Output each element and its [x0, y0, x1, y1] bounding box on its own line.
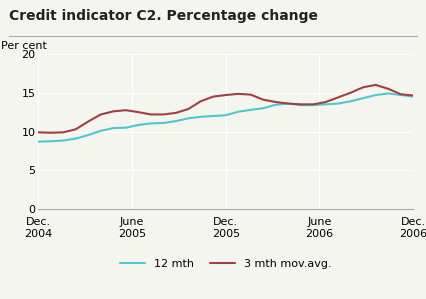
- 3 mth mov.avg.: [161, 113, 166, 116]
- 3 mth mov.avg.: [311, 103, 316, 106]
- 3 mth mov.avg.: [48, 131, 53, 135]
- Line: 12 mth: 12 mth: [38, 94, 413, 142]
- 3 mth mov.avg.: [148, 113, 153, 116]
- 3 mth mov.avg.: [186, 107, 191, 111]
- 12 mth: [236, 110, 241, 114]
- 3 mth mov.avg.: [248, 93, 253, 97]
- 3 mth mov.avg.: [298, 103, 303, 106]
- 3 mth mov.avg.: [111, 109, 116, 113]
- 3 mth mov.avg.: [61, 131, 66, 134]
- 12 mth: [386, 92, 391, 95]
- 12 mth: [123, 126, 128, 129]
- 12 mth: [48, 140, 53, 143]
- 12 mth: [311, 103, 316, 107]
- 12 mth: [211, 114, 216, 118]
- 12 mth: [361, 96, 366, 100]
- 12 mth: [273, 103, 278, 106]
- 12 mth: [411, 95, 416, 98]
- Legend: 12 mth, 3 mth mov.avg.: 12 mth, 3 mth mov.avg.: [120, 259, 331, 269]
- 3 mth mov.avg.: [286, 102, 291, 105]
- 12 mth: [86, 133, 91, 137]
- 12 mth: [198, 115, 203, 119]
- 12 mth: [36, 140, 41, 144]
- 3 mth mov.avg.: [86, 120, 91, 123]
- 3 mth mov.avg.: [361, 86, 366, 89]
- Line: 3 mth mov.avg.: 3 mth mov.avg.: [38, 85, 413, 133]
- 12 mth: [136, 123, 141, 127]
- 12 mth: [186, 117, 191, 120]
- 3 mth mov.avg.: [386, 87, 391, 91]
- 3 mth mov.avg.: [123, 109, 128, 112]
- 12 mth: [286, 102, 291, 105]
- Text: Per cent: Per cent: [1, 41, 47, 51]
- 12 mth: [98, 129, 104, 132]
- 3 mth mov.avg.: [411, 94, 416, 97]
- Text: Credit indicator C2. Percentage change: Credit indicator C2. Percentage change: [9, 9, 317, 23]
- 3 mth mov.avg.: [73, 127, 78, 131]
- 3 mth mov.avg.: [336, 96, 341, 99]
- 3 mth mov.avg.: [398, 92, 403, 96]
- 3 mth mov.avg.: [98, 113, 104, 116]
- 12 mth: [148, 122, 153, 125]
- 3 mth mov.avg.: [173, 111, 178, 115]
- 3 mth mov.avg.: [136, 110, 141, 114]
- 12 mth: [111, 126, 116, 130]
- 12 mth: [298, 103, 303, 107]
- 12 mth: [223, 113, 228, 117]
- 3 mth mov.avg.: [211, 95, 216, 98]
- 12 mth: [248, 108, 253, 112]
- 12 mth: [161, 121, 166, 125]
- 3 mth mov.avg.: [348, 91, 353, 94]
- 12 mth: [373, 93, 378, 97]
- 12 mth: [61, 139, 66, 142]
- 3 mth mov.avg.: [323, 100, 328, 104]
- 12 mth: [261, 106, 266, 110]
- 12 mth: [73, 137, 78, 140]
- 12 mth: [348, 100, 353, 103]
- 12 mth: [323, 103, 328, 106]
- 12 mth: [173, 119, 178, 123]
- 3 mth mov.avg.: [223, 93, 228, 97]
- 3 mth mov.avg.: [236, 92, 241, 96]
- 3 mth mov.avg.: [261, 98, 266, 101]
- 3 mth mov.avg.: [198, 100, 203, 103]
- 12 mth: [336, 102, 341, 105]
- 3 mth mov.avg.: [273, 100, 278, 104]
- 3 mth mov.avg.: [36, 131, 41, 134]
- 12 mth: [398, 93, 403, 97]
- 3 mth mov.avg.: [373, 83, 378, 87]
